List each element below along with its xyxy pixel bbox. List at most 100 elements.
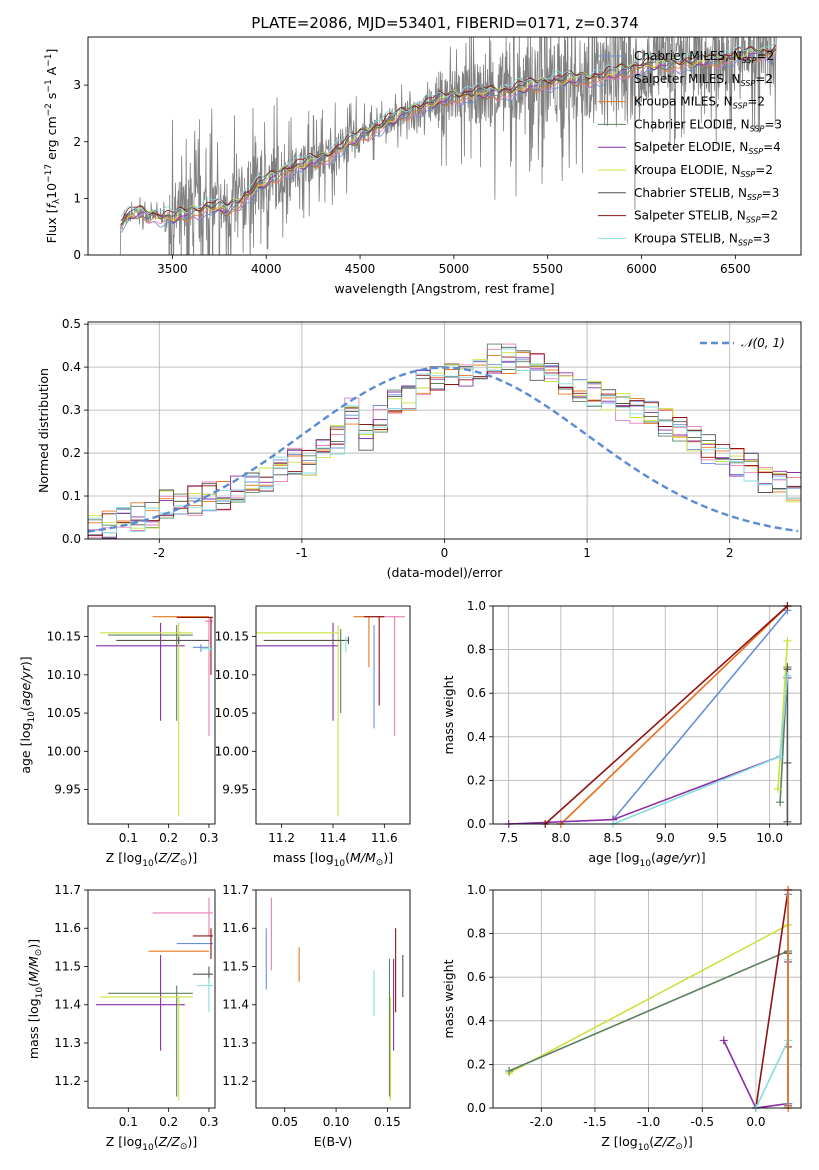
y-tick-label: 0.6	[467, 970, 486, 984]
weight-series-kroupa_miles	[560, 605, 788, 825]
x-tick-label: 8.0	[551, 831, 570, 845]
x-tick-label: 0	[441, 546, 449, 560]
weight-marker	[719, 1036, 728, 1045]
x-tick-label: -2	[153, 546, 165, 560]
y-tick-label: 11.3	[54, 1036, 81, 1050]
y-tick-label: 0.4	[62, 360, 81, 374]
mass_vs_Z-axes: 0.1 0.2 0.3 11.2 11.3 11.4 11.5 11.6 11.7	[54, 883, 218, 1129]
x-tick-label: 5500	[532, 262, 563, 276]
y-tick-label: 0.2	[467, 1057, 486, 1071]
weight-marker	[783, 671, 792, 680]
spectrum-model-chabrier_stelib	[120, 46, 777, 226]
axes-frame	[255, 605, 411, 825]
axes-frame	[255, 889, 411, 1109]
y-axis-label: age [log10(age/yr)]	[18, 656, 37, 773]
mass_vs_ebv-axes: 0.05 0.10 0.15 11.2 11.3 11.4 11.5 11.6 11.7	[222, 883, 400, 1129]
legend-entry: Kroupa MILES, NSSP=2	[634, 95, 765, 111]
x-tick-label: 4000	[251, 262, 282, 276]
x-tick-label: 0.1	[119, 831, 138, 845]
y-axis-label: mass weight	[441, 675, 456, 754]
y-tick-label: 0	[73, 248, 81, 262]
x-tick-label: 7.5	[499, 831, 518, 845]
y-tick-label: 11.4	[54, 998, 81, 1012]
x-tick-label: 0.1	[119, 1115, 138, 1129]
y-tick-label: 0.0	[467, 817, 486, 831]
x-tick-label: 6500	[720, 262, 751, 276]
y-tick-label: 0.2	[467, 773, 486, 787]
y-tick-label: 11.2	[222, 1074, 249, 1088]
y-tick-label: 11.2	[54, 1074, 81, 1088]
normal-curve	[88, 366, 799, 533]
x-axis-label: Z [log10(Z/Z⊙)]	[106, 850, 197, 869]
weight-series-kroupa_elodie	[777, 640, 789, 790]
y-tick-label: 1.0	[467, 599, 486, 613]
x-tick-label: 3500	[157, 262, 188, 276]
weight-marker	[783, 758, 792, 767]
y-tick-label: 0.3	[62, 403, 81, 417]
y-tick-label: 0.5	[62, 317, 81, 331]
weight_vs_age-axes: 7.5 8.0 8.5 9.0 9.5 10.0 0.0 0.2 0.4 0.6 0.8 1.0	[467, 599, 801, 845]
age_vs_Z-axes: 0.1 0.2 0.3 9.95 10.00 10.05 10.10 10.15	[47, 630, 219, 845]
weight-series-kroupa_elodie	[508, 924, 789, 1074]
y-tick-label: 0.2	[62, 446, 81, 460]
y-tick-label: 10.10	[47, 668, 81, 682]
x-tick-label: 6000	[626, 262, 657, 276]
weight-series-kroupa_stelib	[612, 675, 789, 825]
x-tick-label: 4500	[345, 262, 376, 276]
x-tick-label: 9.0	[656, 831, 675, 845]
x-tick-label: 11.2	[268, 831, 295, 845]
x-axis-label: wavelength [Angstrom, rest frame]	[334, 281, 554, 296]
y-tick-label: 10.10	[215, 668, 249, 682]
x-tick-label: 0.3	[199, 831, 218, 845]
age_vs_mass-axes: 11.2 11.4 11.6 9.95 10.00 10.05 10.10 10.15	[215, 630, 398, 845]
x-tick-label: 0.10	[323, 1115, 350, 1129]
y-tick-label: 0.0	[62, 532, 81, 546]
figure-title: PLATE=2086, MJD=53401, FIBERID=0171, z=0…	[251, 14, 638, 32]
weight-series-chabrier_elodie	[508, 950, 789, 1072]
legend-entry: Chabrier MILES, NSSP=2	[634, 49, 774, 65]
spectrum-model-kroupa_miles	[120, 48, 777, 225]
x-tick-label: -1.5	[583, 1115, 606, 1129]
x-tick-label: 2	[726, 546, 734, 560]
y-tick-label: 10.15	[215, 630, 249, 644]
axes-frame	[87, 321, 802, 540]
spectrum-model-kroupa_stelib	[120, 40, 777, 217]
x-axis-label: age [log10(age/yr)]	[588, 850, 705, 869]
x-tick-label: -0.5	[691, 1115, 714, 1129]
x-tick-label: 0.3	[199, 1115, 218, 1129]
legend-entry: Kroupa ELODIE, NSSP=2	[634, 163, 773, 179]
legend-entry: Salpeter STELIB, NSSP=2	[634, 209, 778, 225]
axes-frame	[87, 889, 216, 1109]
x-tick-label: 0.2	[159, 1115, 178, 1129]
y-tick-label: 0.6	[467, 686, 486, 700]
y-tick-label: 10.15	[47, 630, 81, 644]
weight-series-salpeter_stelib	[544, 605, 788, 825]
x-tick-label: 0.15	[374, 1115, 401, 1129]
legend-entry: Salpeter MILES, NSSP=2	[634, 72, 773, 88]
x-axis-label: Z [log10(Z/Z⊙)]	[601, 1134, 692, 1153]
y-tick-label: 10.05	[215, 706, 249, 720]
weight-series-salpeter_elodie	[508, 677, 789, 825]
y-tick-label: 0.8	[467, 927, 486, 941]
y-tick-label: 9.95	[222, 783, 249, 797]
legend-entry: Salpeter ELODIE, NSSP=4	[634, 140, 781, 156]
axes-frame	[492, 889, 802, 1109]
y-axis-label: Flux [fλ10−17 erg cm−2 s−1 A−1]	[44, 49, 62, 244]
residual-histogram-kroupa_miles	[88, 351, 801, 524]
weight-series-kroupa_stelib	[755, 959, 789, 1109]
spectrum-model-chabrier_elodie	[120, 48, 777, 224]
residuals-axes: -2 -1 0 1 2 0.0 0.1 0.2 0.3 0.4 0.5	[62, 317, 801, 560]
weight-series-chabrier_miles	[612, 609, 789, 821]
x-tick-label: 9.5	[708, 831, 727, 845]
y-tick-label: 2	[73, 135, 81, 149]
x-axis-label: mass [log10(M/M⊙)]	[273, 850, 393, 869]
y-tick-label: 11.5	[222, 959, 249, 973]
x-tick-label: 11.6	[371, 831, 398, 845]
weight-series-salpeter_stelib	[755, 889, 789, 1109]
y-tick-label: 11.5	[54, 959, 81, 973]
spectrum-model-salpeter_miles	[120, 52, 777, 229]
weight-marker	[505, 1066, 514, 1075]
y-tick-label: 10.00	[47, 744, 81, 758]
x-tick-label: 0.2	[159, 831, 178, 845]
